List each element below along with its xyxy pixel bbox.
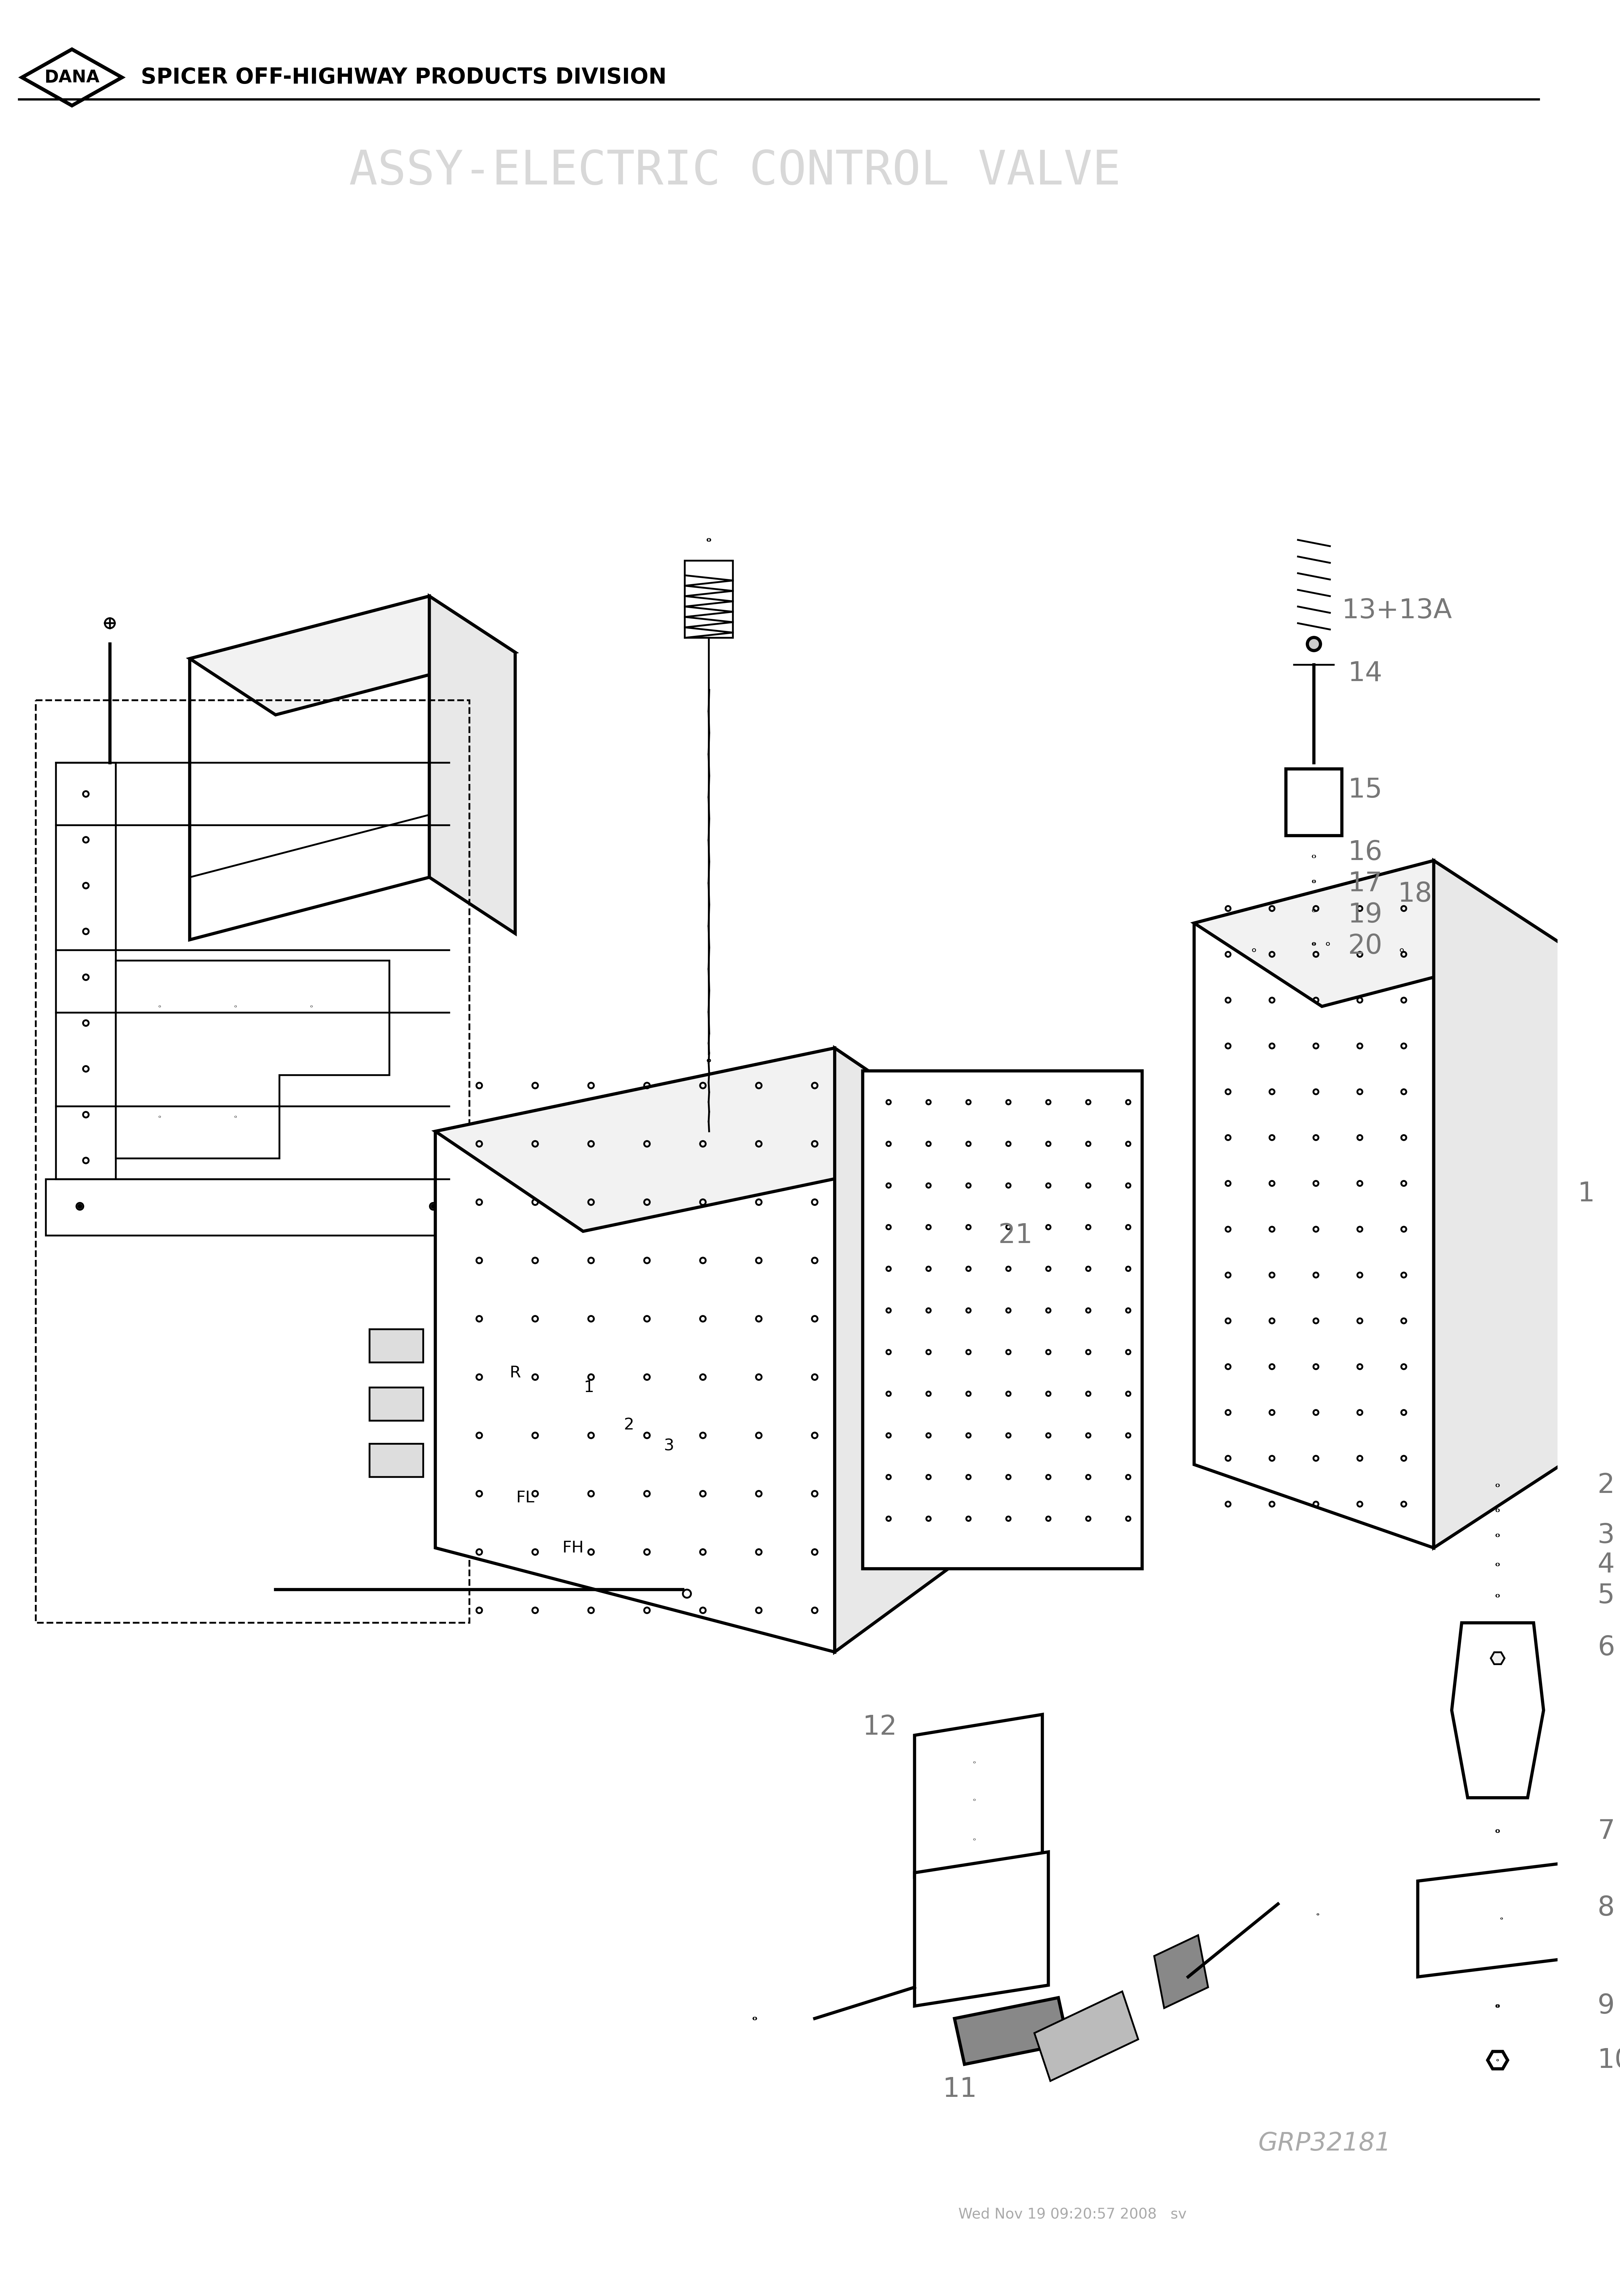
Polygon shape <box>834 1047 982 1651</box>
Polygon shape <box>1194 861 1562 1006</box>
Text: 7: 7 <box>1597 1818 1615 1844</box>
Text: ASSY-ELECTRIC CONTROL VALVE: ASSY-ELECTRIC CONTROL VALVE <box>348 149 1121 195</box>
Text: 20: 20 <box>1348 932 1382 960</box>
Polygon shape <box>1194 861 1434 1548</box>
Polygon shape <box>115 960 389 1159</box>
Text: 9: 9 <box>1597 1993 1615 2018</box>
Polygon shape <box>369 1387 423 1421</box>
Text: DANA: DANA <box>44 69 99 85</box>
Polygon shape <box>369 1444 423 1476</box>
Polygon shape <box>1153 1936 1209 2009</box>
Text: 18: 18 <box>1398 882 1432 907</box>
Polygon shape <box>862 1070 1142 1568</box>
Polygon shape <box>1452 1623 1544 1798</box>
Text: 10: 10 <box>1597 2048 1620 2073</box>
Text: 14: 14 <box>1348 659 1382 687</box>
Polygon shape <box>1573 799 1620 1435</box>
Text: 8: 8 <box>1597 1894 1615 1922</box>
Text: 6: 6 <box>1597 1635 1615 1660</box>
Polygon shape <box>23 48 122 106</box>
Polygon shape <box>1434 861 1562 1548</box>
Circle shape <box>78 1205 81 1208</box>
Text: Wed Nov 19 09:20:57 2008   sv: Wed Nov 19 09:20:57 2008 sv <box>959 2206 1187 2220</box>
Text: 12: 12 <box>862 1713 897 1740</box>
Polygon shape <box>1286 769 1341 836</box>
Bar <box>685 560 732 638</box>
Polygon shape <box>915 1853 1048 2007</box>
Text: 1: 1 <box>1578 1180 1594 1208</box>
Text: FH: FH <box>562 1541 583 1557</box>
Text: 2: 2 <box>1597 1472 1615 1499</box>
Text: R: R <box>510 1366 520 1380</box>
Text: GRP32181: GRP32181 <box>1259 2131 1392 2156</box>
Text: 13+13A: 13+13A <box>1341 597 1452 625</box>
Text: FL: FL <box>515 1490 535 1506</box>
Polygon shape <box>436 1047 834 1651</box>
Polygon shape <box>954 1998 1068 2064</box>
Polygon shape <box>436 1047 982 1231</box>
Text: 3: 3 <box>664 1437 674 1453</box>
Text: 2: 2 <box>624 1417 633 1433</box>
Text: 17: 17 <box>1348 870 1382 898</box>
Polygon shape <box>429 597 515 934</box>
Polygon shape <box>190 597 429 939</box>
Polygon shape <box>45 1180 463 1235</box>
Text: 19: 19 <box>1348 902 1382 928</box>
Text: 15: 15 <box>1348 776 1382 804</box>
Polygon shape <box>915 1715 1042 1876</box>
Text: 11: 11 <box>943 2076 977 2103</box>
Polygon shape <box>369 1329 423 1362</box>
Polygon shape <box>1490 1653 1505 1665</box>
Text: SPICER OFF-HIGHWAY PRODUCTS DIVISION: SPICER OFF-HIGHWAY PRODUCTS DIVISION <box>141 67 666 87</box>
Polygon shape <box>1418 1860 1588 1977</box>
Polygon shape <box>1487 2053 1508 2069</box>
Text: 16: 16 <box>1348 838 1382 866</box>
Text: 3: 3 <box>1597 1522 1615 1548</box>
Text: 4: 4 <box>1597 1552 1615 1577</box>
Circle shape <box>433 1205 434 1208</box>
Text: 5: 5 <box>1597 1582 1615 1609</box>
Text: 21: 21 <box>998 1221 1034 1249</box>
Polygon shape <box>1034 1991 1139 2080</box>
Text: 1: 1 <box>583 1380 595 1396</box>
Circle shape <box>1307 638 1320 650</box>
Polygon shape <box>57 762 115 1180</box>
Polygon shape <box>190 597 515 714</box>
